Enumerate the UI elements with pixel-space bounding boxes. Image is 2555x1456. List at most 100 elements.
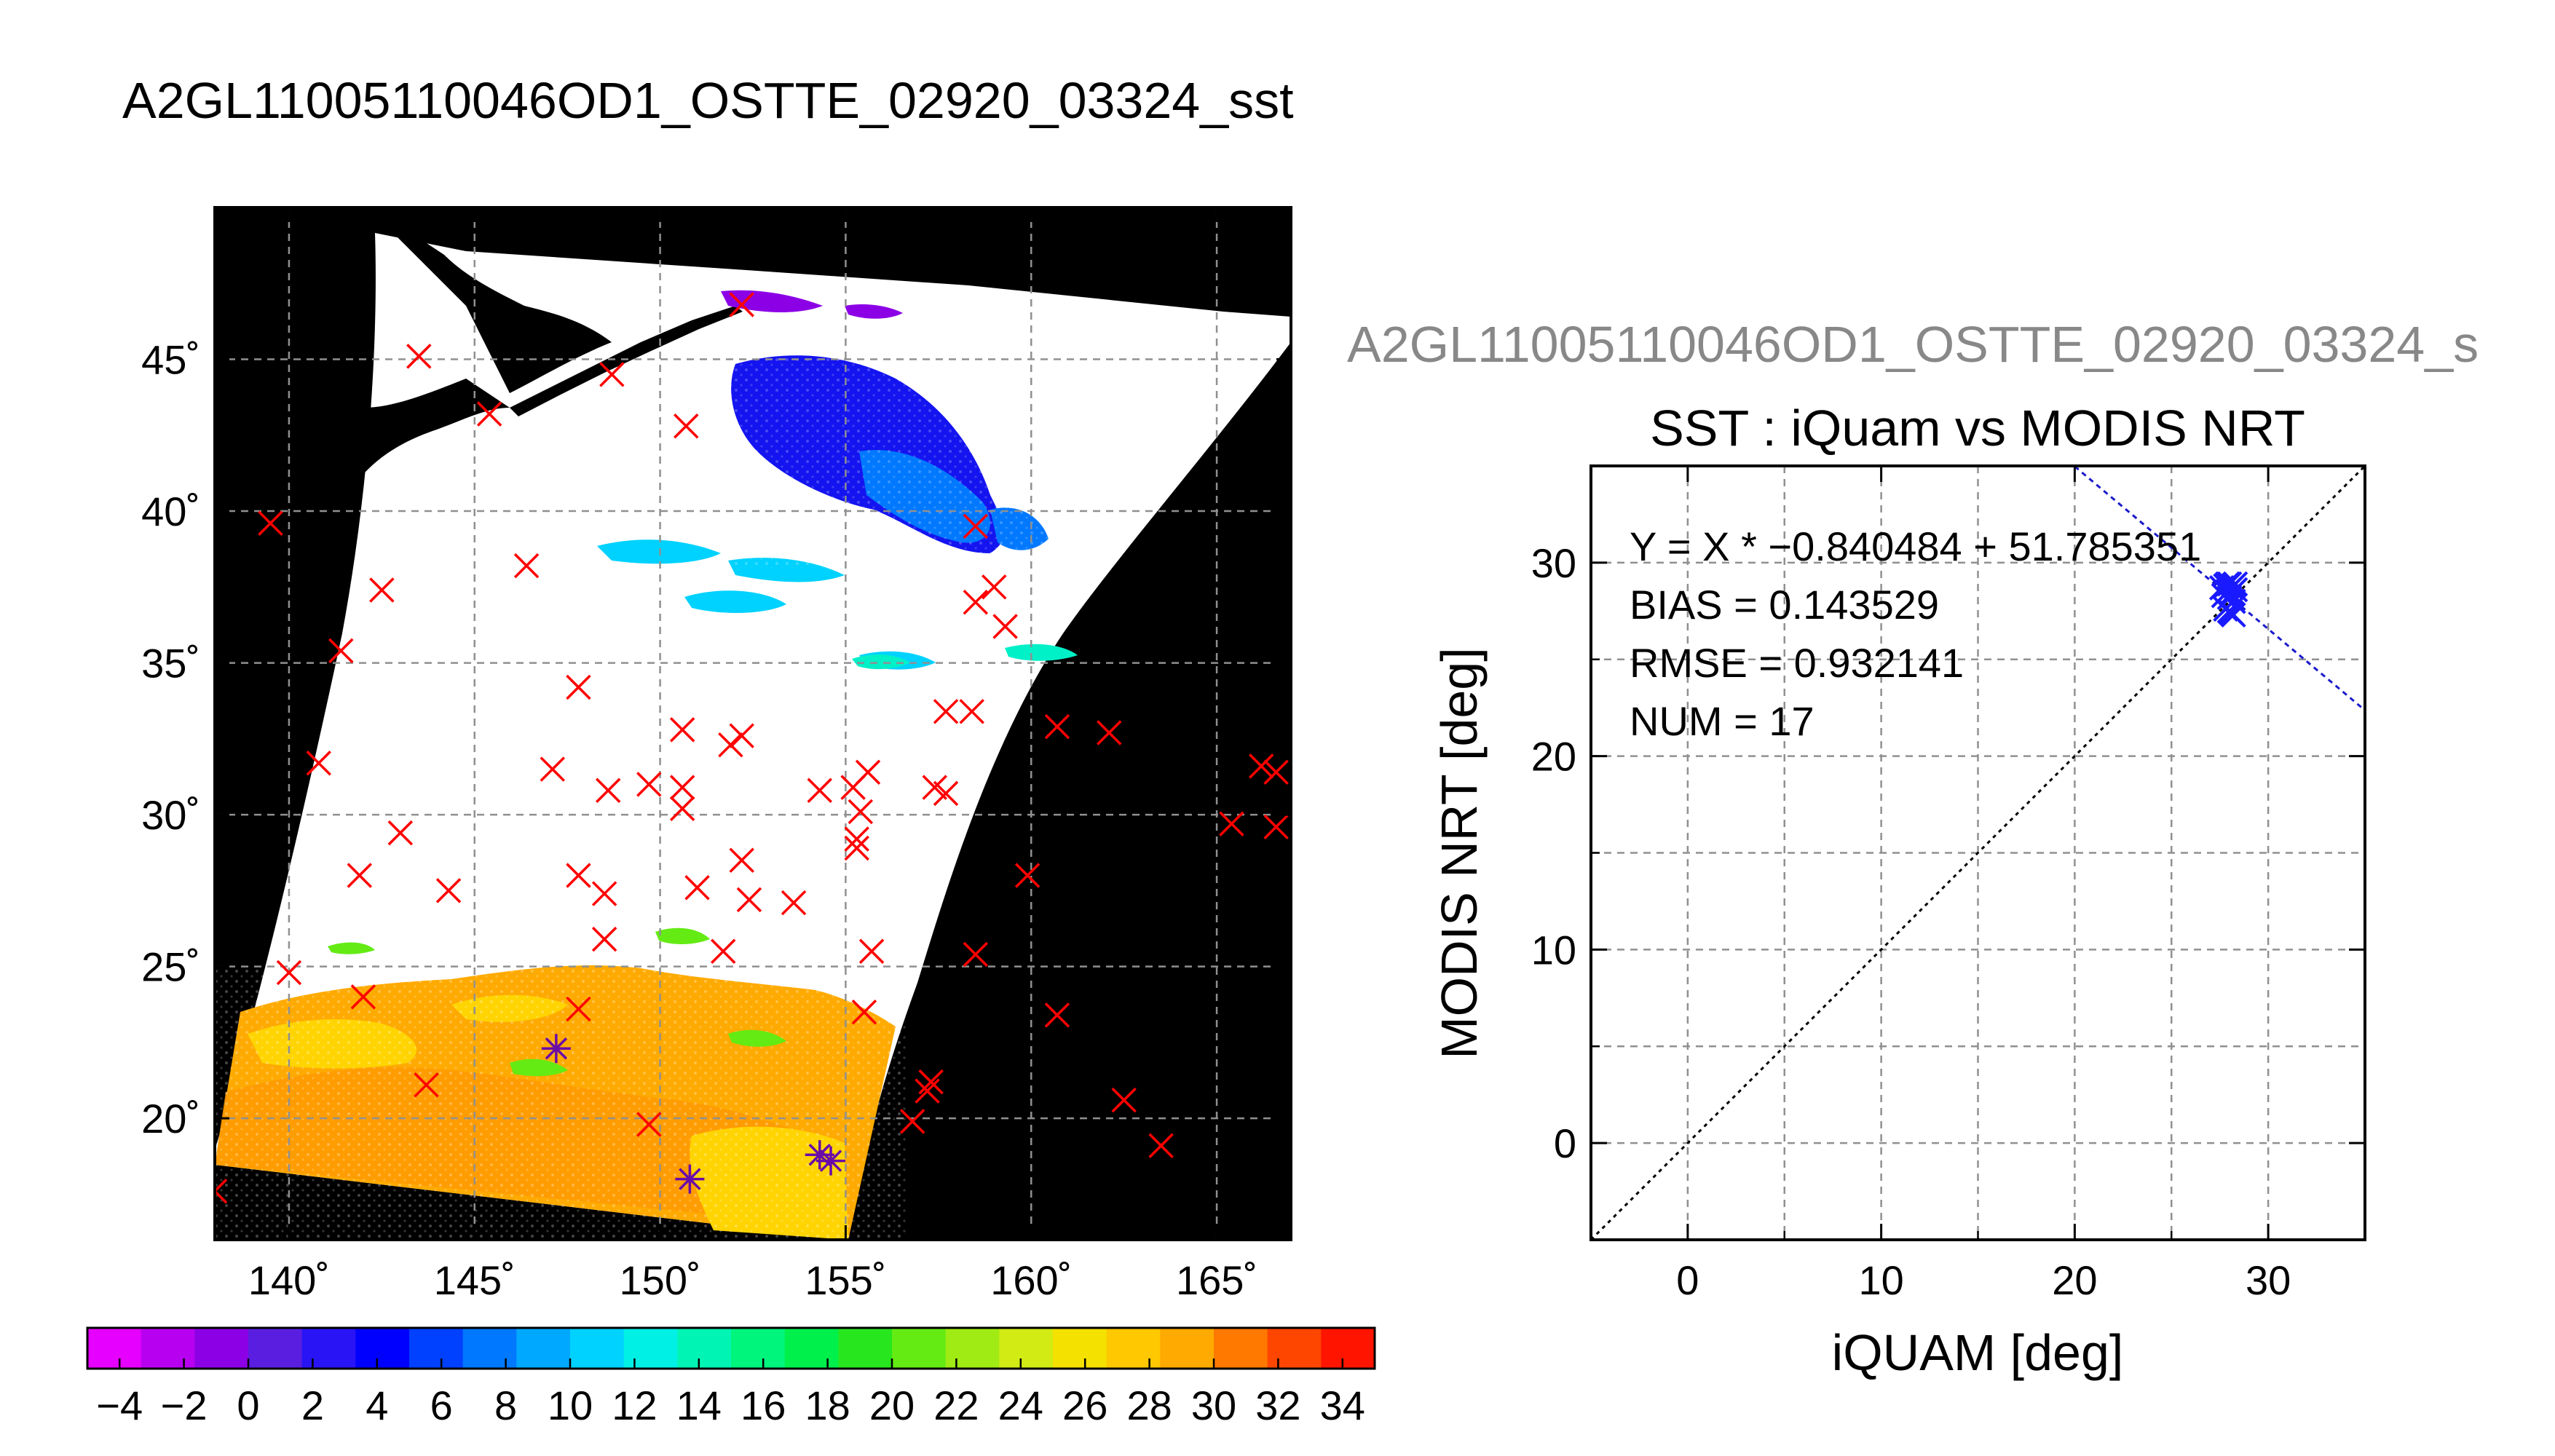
- match-x-marker: [963, 513, 989, 539]
- match-x-marker: [718, 732, 743, 758]
- lat-tick-label: 45˚: [141, 337, 200, 383]
- colorbar-tick-label: −2: [161, 1382, 208, 1428]
- scatter-xtick-label: 10: [1858, 1257, 1903, 1303]
- colorbar-tick-label: 24: [998, 1382, 1043, 1428]
- land-honshu: [215, 379, 510, 655]
- colorbar-cell: [462, 1328, 517, 1369]
- scatter-panel: A2GL11005110046OD1_OSTTE_02920_03324_s S…: [1347, 316, 2479, 1381]
- lon-tick-label: 165˚: [1176, 1257, 1257, 1303]
- match-x-marker: [1014, 863, 1040, 888]
- scatter-xtick-label: 20: [2052, 1257, 2097, 1303]
- match-x-marker: [1097, 720, 1122, 745]
- match-x-marker: [258, 510, 283, 536]
- colorbar-cell: [516, 1328, 571, 1369]
- match-x-marker: [1148, 1133, 1174, 1158]
- match-x-marker: [669, 796, 695, 822]
- stat-num: NUM = 17: [1630, 698, 1814, 744]
- match-x-marker: [1263, 759, 1289, 785]
- scatter-ytick-label: 0: [1554, 1120, 1576, 1166]
- match-x-marker: [729, 292, 754, 317]
- colorbar-cell: [194, 1328, 249, 1369]
- colorbar-cell: [731, 1328, 786, 1369]
- match-x-marker: [369, 577, 395, 603]
- match-x-marker: [566, 863, 591, 888]
- match-x-marker: [915, 1078, 940, 1104]
- colorbar-frame: [86, 1326, 1376, 1370]
- colorbar-cell: [248, 1328, 303, 1369]
- scatter-file-label: A2GL11005110046OD1_OSTTE_02920_03324_s: [1347, 316, 2479, 373]
- scatter-ylabel: MODIS NRT [deg]: [1431, 647, 1488, 1059]
- scatter-point: [2219, 600, 2245, 626]
- colorbar-tick-label: 4: [366, 1382, 388, 1428]
- match-x-marker: [963, 941, 989, 968]
- main-title: A2GL11005110046OD1_OSTTE_02920_03324_sst: [122, 72, 1294, 129]
- match-x-marker: [636, 1112, 662, 1137]
- match-x-marker: [674, 414, 699, 439]
- sst-violet-fragments: [721, 290, 903, 319]
- colorbar-cell: [677, 1328, 732, 1369]
- colorbar-cell: [409, 1328, 464, 1369]
- scatter-title: SST : iQuam vs MODIS NRT: [1650, 400, 2305, 456]
- colorbar-tick-label: 34: [1320, 1382, 1365, 1428]
- colorbar-tick-label: 26: [1062, 1382, 1107, 1428]
- colorbar-cell: [141, 1328, 195, 1369]
- match-x-marker: [414, 1072, 439, 1098]
- match-x-marker: [599, 362, 625, 387]
- colorbar-tick-label: 12: [612, 1382, 657, 1428]
- match-x-marker: [435, 878, 462, 903]
- colorbar-cell: [355, 1328, 410, 1369]
- colorbar-tick-label: 28: [1126, 1382, 1172, 1428]
- lon-tick-label: 140˚: [248, 1257, 330, 1303]
- match-x-marker: [963, 589, 989, 615]
- lat-tick-label: 35˚: [141, 641, 200, 687]
- match-x-marker: [1219, 811, 1244, 836]
- match-x-marker: [729, 847, 754, 873]
- colorbar-tick-label: 22: [933, 1382, 979, 1428]
- identity-line: [1591, 466, 2365, 1240]
- colorbar-cell: [1267, 1328, 1322, 1369]
- colorbar-cell: [945, 1328, 1000, 1369]
- match-x-marker: [736, 887, 762, 913]
- match-x-marker: [476, 401, 502, 427]
- match-x-marker: [844, 835, 869, 861]
- colorbar-tick-label: 0: [237, 1382, 259, 1428]
- map-grid: [215, 207, 1291, 1240]
- colorbar-tick-label: 10: [548, 1382, 593, 1428]
- colorbar-tick-label: 2: [301, 1382, 324, 1428]
- colorbar-tick-label: 8: [494, 1382, 517, 1428]
- match-x-marker: [406, 344, 432, 369]
- collocated-star-marker: [805, 1140, 834, 1170]
- sst-cyan-fragments: [597, 539, 936, 670]
- lat-tick-label: 30˚: [141, 792, 200, 838]
- map-axis-ticks: 140˚ 145˚ 150˚ 155˚ 160˚ 165˚ 20˚ 25˚ 30˚ 35˚ 40˚ 4…: [141, 207, 1291, 1303]
- match-x-marker: [858, 938, 885, 965]
- scatter-stats: Y = X * −0.840484 + 51.785351 BIAS = 0.1…: [1630, 523, 2201, 744]
- collocated-star-marker: [675, 1164, 705, 1194]
- lon-tick-label: 150˚: [620, 1257, 701, 1303]
- match-x-marker: [918, 1069, 944, 1095]
- match-x-marker: [899, 1109, 925, 1134]
- lat-tick-label: 25˚: [141, 944, 200, 990]
- colorbar-cell: [1160, 1328, 1215, 1369]
- colorbar-tick-label: 18: [805, 1382, 850, 1428]
- match-x-marker: [669, 775, 695, 800]
- match-x-marker: [982, 574, 1007, 600]
- scatter-xtick-label: 0: [1676, 1257, 1699, 1303]
- match-x-marker: [933, 780, 959, 807]
- colorbar-cell: [87, 1328, 142, 1369]
- collocated-star-marker: [816, 1146, 846, 1176]
- colorbar-cell: [623, 1328, 678, 1369]
- land-kuril: [510, 306, 743, 416]
- match-x-marker: [513, 553, 540, 579]
- match-x-marker: [1248, 753, 1274, 779]
- scatter-points: [2208, 571, 2248, 628]
- match-x-marker: [851, 999, 877, 1025]
- lat-tick-label: 40˚: [141, 488, 200, 534]
- scatter-ytick-label: 10: [1531, 927, 1576, 973]
- match-x-marker: [636, 772, 662, 797]
- scatter-ytick-label: 20: [1531, 734, 1576, 780]
- match-x-marker: [807, 778, 832, 803]
- colorbar-cell: [1321, 1328, 1375, 1369]
- match-x-marker: [1263, 814, 1289, 840]
- match-x-marker: [1111, 1087, 1137, 1113]
